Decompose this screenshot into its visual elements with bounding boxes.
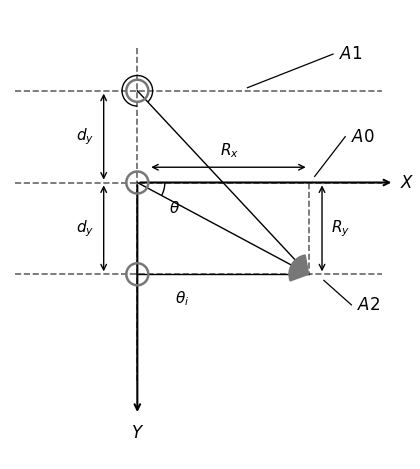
Text: $A1$: $A1$ xyxy=(339,45,362,63)
Text: $\theta_i$: $\theta_i$ xyxy=(175,289,189,308)
Text: $R_x$: $R_x$ xyxy=(220,141,239,160)
Text: $A2$: $A2$ xyxy=(357,296,381,314)
Text: $A0$: $A0$ xyxy=(352,128,375,146)
Text: $Y$: $Y$ xyxy=(131,424,144,442)
Text: $R_y$: $R_y$ xyxy=(331,218,350,239)
Text: $\theta$: $\theta$ xyxy=(169,200,180,216)
Text: $d_y$: $d_y$ xyxy=(76,126,94,147)
Text: $X$: $X$ xyxy=(400,174,415,191)
Wedge shape xyxy=(289,255,309,281)
Text: $d_y$: $d_y$ xyxy=(76,218,94,239)
